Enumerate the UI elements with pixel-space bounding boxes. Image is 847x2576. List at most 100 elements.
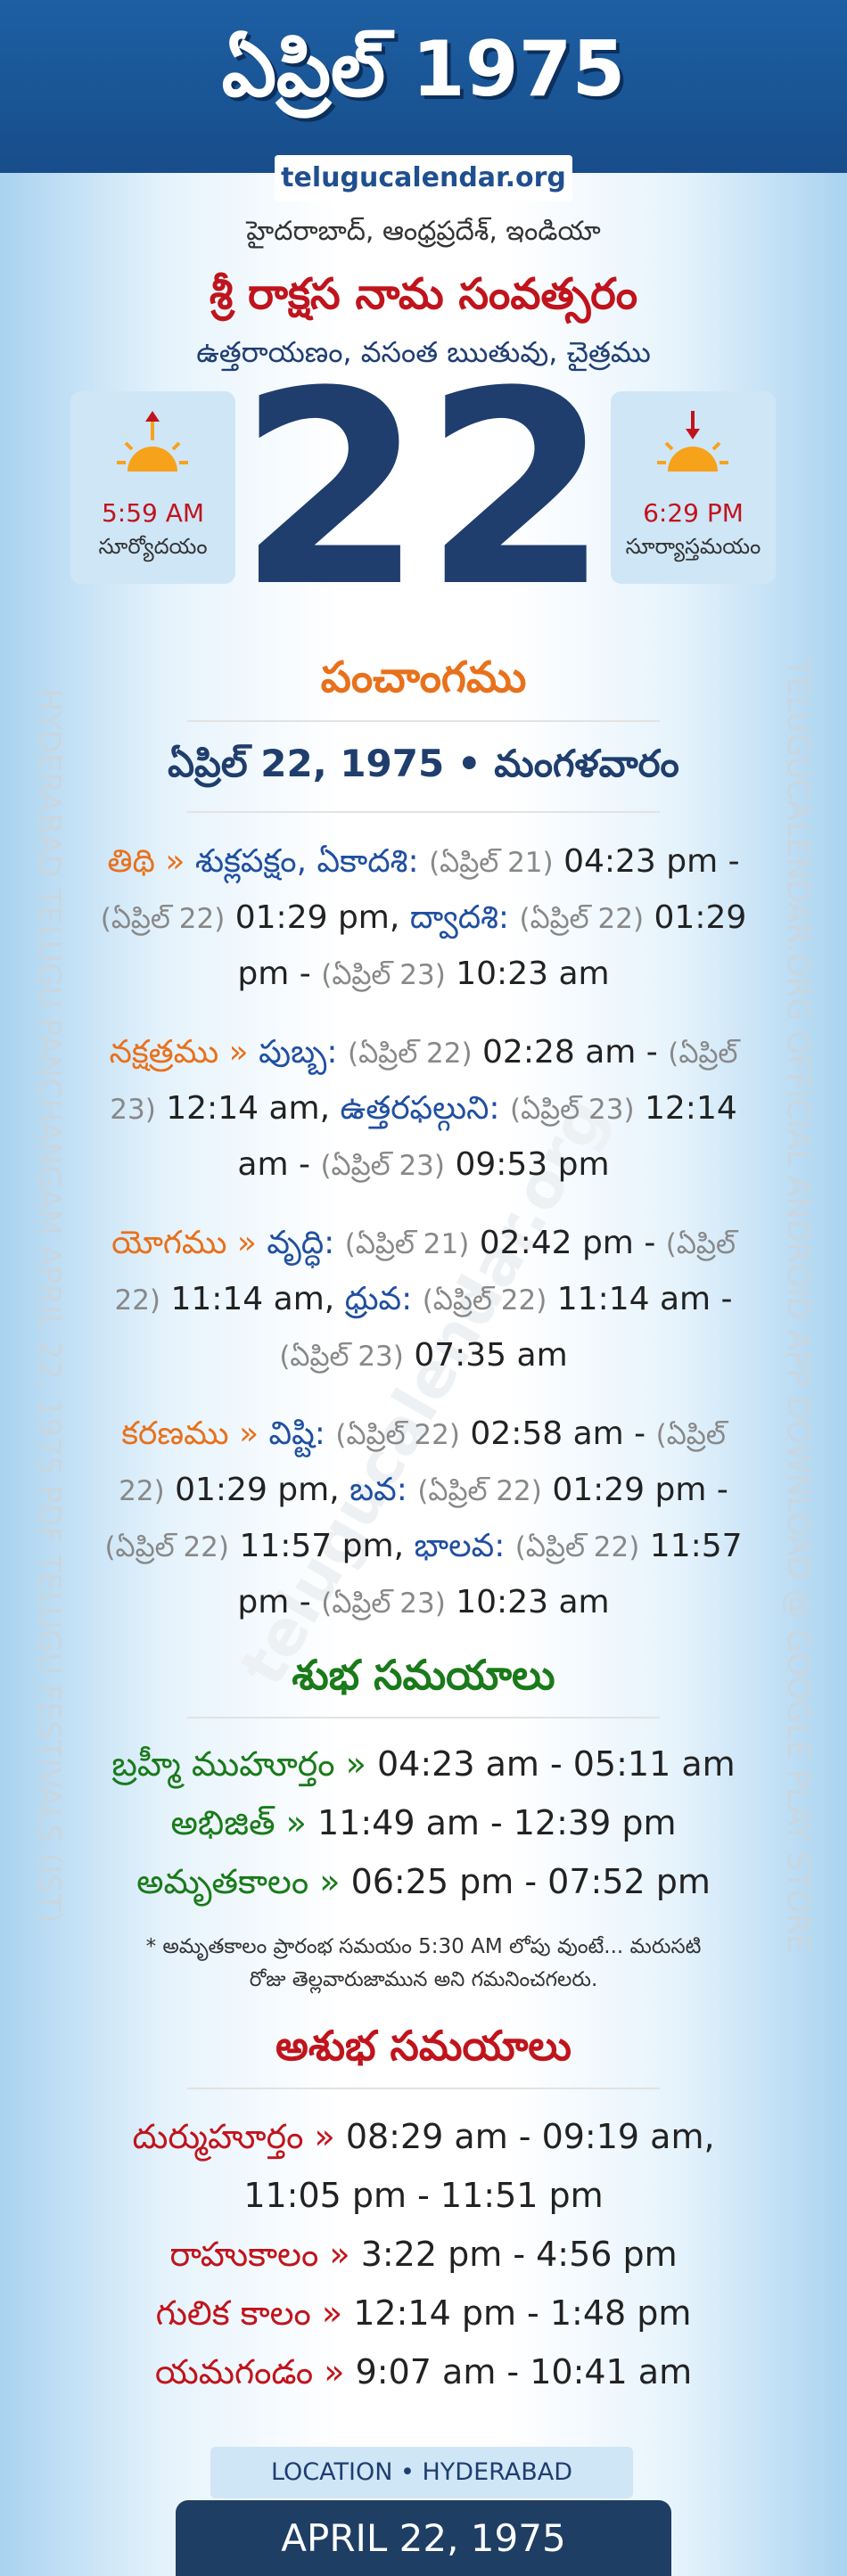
end-time: 01:29 pm,: [175, 1472, 340, 1508]
end-date: (ఏప్రిల్ 23): [110, 1038, 738, 1126]
entry: నక్షత్రము » పుబ్బ: (ఏప్రిల్ 22) 02:28 am…: [98, 1025, 749, 1194]
time-label: అమృతకాలం »: [136, 1862, 341, 1901]
good-title: శుభ సమయాలు: [292, 1651, 555, 1699]
entry: తిథి » శుక్లపక్షం, ఏకాదశి: (ఏప్రిల్ 21) …: [98, 834, 749, 1003]
time-label: బ్రహ్మీ ముహూర్తం »: [111, 1744, 366, 1784]
bad-times: దుర్ముహూర్తం » 08:29 am - 09:19 am, 11:05…: [0, 2107, 847, 2401]
end-date: (ఏప్రిల్ 23): [320, 1150, 445, 1182]
sunset-box: 6:29 PM సూర్యాస్తమయం: [611, 391, 776, 584]
note: * అమృతకాలం ప్రారంభ సమయం 5:30 AM లోపు వుం…: [0, 1931, 847, 1997]
end-date: (ఏప్రిల్ 22): [114, 1228, 736, 1317]
end-time: 10:23 am: [456, 1584, 610, 1620]
time-label: యమగండం »: [154, 2352, 345, 2391]
start-time: 01:29 pm -: [552, 1472, 728, 1508]
time-row: అభిజిత్ » 11:49 am - 12:39 pm: [0, 1793, 847, 1852]
date-footer: APRIL 22, 1975: [176, 2500, 671, 2576]
time-row: గులిక కాలం » 12:14 pm - 1:48 pm: [0, 2284, 847, 2342]
start-time: 11:14 am -: [556, 1281, 733, 1317]
time-row: రాహుకాలం » 3:22 pm - 4:56 pm: [0, 2225, 847, 2284]
separator: [187, 2088, 660, 2089]
end-time: 11:57 pm,: [239, 1528, 405, 1564]
time-label: గులిక కాలం »: [155, 2293, 343, 2333]
item-name: శుక్లపక్షం, ఏకాదశి:: [194, 843, 419, 880]
good-times: బ్రహ్మీ ముహూర్తం » 04:23 am - 05:11 am అభ…: [0, 1735, 847, 1911]
separator: [187, 811, 660, 813]
start-date: (ఏప్రిల్ 22): [417, 1475, 542, 1507]
site-link[interactable]: telugucalendar.org: [275, 155, 572, 201]
item-name: వృద్ధి:: [267, 1225, 335, 1261]
time-row: యమగండం » 9:07 am - 10:41 am: [0, 2342, 847, 2401]
time-range: 06:25 pm - 07:52 pm: [350, 1862, 711, 1901]
title: ఏప్రిల్ 1975: [221, 25, 626, 114]
start-date: (ఏప్రిల్ 22): [422, 1284, 547, 1317]
sunset-icon: [648, 411, 737, 489]
end-time: 11:14 am,: [170, 1281, 335, 1317]
item-name: పుబ్బ:: [259, 1034, 338, 1071]
start-time: 04:23 pm -: [563, 843, 740, 880]
start-date: (ఏప్రిల్ 22): [514, 1531, 640, 1563]
end-date: (ఏప్రిల్ 23): [279, 1341, 404, 1373]
end-time: 09:53 pm: [455, 1146, 610, 1183]
note-line: * అమృతకాలం ప్రారంభ సమయం 5:30 AM లోపు వుం…: [145, 1935, 702, 1958]
time-range: 11:05 pm - 11:51 pm: [243, 2176, 604, 2215]
sunrise-icon: [108, 411, 197, 489]
sunset-label: సూర్యాస్తమయం: [625, 534, 761, 559]
time-row: దుర్ముహూర్తం » 08:29 am - 09:19 am, 11:05…: [0, 2107, 847, 2225]
start-time: 12:14 am -: [237, 1090, 737, 1183]
start-date: (ఏప్రిల్ 22): [348, 1038, 473, 1070]
start-date: (ఏప్రిల్ 21): [344, 1228, 470, 1260]
end-date: (ఏప్రిల్ 23): [321, 959, 446, 991]
sunrise-box: 5:59 AM సూర్యోదయం: [70, 391, 235, 584]
location-line: హైదరాబాద్, ఆంధ్రప్రదేశ్, ఇండియా: [246, 216, 601, 247]
time-label: రాహుకాలం »: [169, 2235, 350, 2274]
start-date: (ఏప్రిల్ 21): [429, 847, 554, 879]
separator: [187, 1717, 660, 1719]
note-line: రోజు తెల్లవారుజామున అని గమనించగలరు.: [249, 1968, 598, 1991]
date-line: ఏప్రిల్ 22, 1975 • మంగళవారం: [168, 742, 679, 785]
start-date: (ఏప్రిల్ 23): [509, 1094, 635, 1126]
entry-label: కరణము »: [121, 1415, 259, 1452]
entry-label: నక్షత్రము »: [109, 1034, 249, 1071]
sunrise-time: 5:59 AM: [101, 498, 205, 528]
end-time: 10:23 am: [456, 956, 610, 992]
time-label: దుర్ముహూర్తం »: [132, 2117, 335, 2156]
year-name: శ్రీ రాక్షస నామ సంవత్సరం: [209, 269, 638, 319]
entry-label: తిథి »: [107, 843, 185, 880]
end-time: 01:29 pm,: [234, 899, 400, 936]
item-name: విష్టి:: [268, 1415, 325, 1452]
time-range: 11:49 am - 12:39 pm: [317, 1803, 677, 1842]
bad-title: అశుభ సమయాలు: [275, 2022, 572, 2070]
item-name: ద్వాదశి:: [409, 899, 510, 936]
location-footer: LOCATION • HYDERABAD: [210, 2447, 633, 2498]
start-time: 02:58 am -: [470, 1415, 646, 1452]
end-time: 07:35 am: [414, 1337, 568, 1374]
day-number: 22: [237, 334, 610, 645]
sunset-time: 6:29 PM: [643, 498, 744, 528]
time-range: 9:07 am - 10:41 am: [355, 2352, 693, 2391]
time-row: అమృతకాలం » 06:25 pm - 07:52 pm: [0, 1852, 847, 1911]
entry-label: యోగము »: [111, 1225, 257, 1261]
time-range: 04:23 am - 05:11 am: [376, 1744, 736, 1784]
end-time: 12:14 am,: [166, 1090, 331, 1127]
item-name: బవ:: [349, 1472, 407, 1508]
time-label: అభిజిత్ »: [170, 1803, 307, 1842]
item-name: ధ్రువ:: [344, 1281, 413, 1317]
start-date: (ఏప్రిల్ 22): [519, 903, 645, 935]
entry: కరణము » విష్టి: (ఏప్రిల్ 22) 02:58 am - …: [98, 1407, 749, 1631]
season: ఉత్తరాయణం, వసంత ఋతువు, చైత్రము: [196, 335, 651, 369]
end-date: (ఏప్రిల్ 23): [321, 1587, 446, 1620]
end-date: (ఏప్రిల్ 22): [104, 1531, 230, 1563]
start-time: 01:29 pm -: [237, 899, 747, 992]
start-time: 02:42 pm -: [479, 1225, 656, 1261]
panchangam-title: పంచాంగము: [320, 652, 527, 702]
time-row: బ్రహ్మీ ముహూర్తం » 04:23 am - 05:11 am: [0, 1735, 847, 1793]
start-time: 02:28 am -: [482, 1034, 658, 1071]
item-name: భాలవ:: [414, 1528, 506, 1564]
time-range: 3:22 pm - 4:56 pm: [360, 2235, 678, 2274]
end-date: (ఏప్రిల్ 22): [100, 903, 226, 935]
start-time: 11:57 pm -: [237, 1528, 743, 1620]
time-range: 08:29 am - 09:19 am,: [345, 2117, 715, 2156]
entry: యోగము » వృద్ధి: (ఏప్రిల్ 21) 02:42 pm - …: [98, 1216, 749, 1384]
header: [0, 0, 847, 173]
